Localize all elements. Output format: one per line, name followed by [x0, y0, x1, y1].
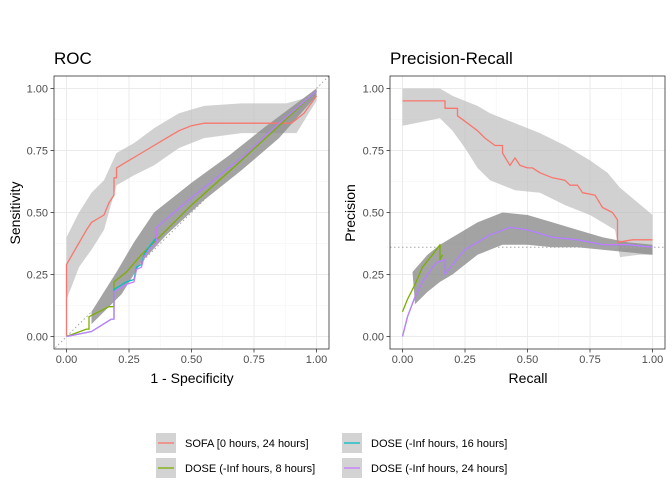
roc-y-tick-label: 1.00 [27, 84, 48, 96]
pr-y-axis-title: Precision [342, 184, 358, 242]
legend: SOFA [0 hours, 24 hours] DOSE (-Inf hour… [156, 433, 507, 478]
roc-panel: ROC 0.00 0.25 0.50 0.75 1.00 0.00 0.25 0.50 0.75… [7, 49, 330, 386]
legend-label-dose-24h: DOSE (-Inf hours, 24 hours] [371, 463, 507, 475]
legend-label-dose-8h: DOSE (-Inf hours, 8 hours] [185, 463, 315, 475]
roc-y-tick-label: 0.25 [27, 270, 48, 282]
roc-y-axis-title: Sensitivity [7, 181, 23, 244]
roc-plot-layer [54, 76, 329, 349]
roc-reference-line [54, 76, 329, 349]
roc-line-dose-inf-hours-24-hours [66, 90, 317, 338]
roc-y-tick-label: 0.00 [27, 332, 48, 344]
pr-line-dose-inf-hours-24-hours [401, 226, 653, 337]
legend-label-dose-16h: DOSE (-Inf hours, 16 hours] [371, 438, 507, 450]
pr-line-dose-inf-hours-8-hours [401, 244, 444, 312]
pr-x-tick-label: 0.00 [392, 354, 413, 366]
pr-band-dose [412, 212, 653, 305]
pr-x-axis-title: Recall [509, 370, 548, 386]
pr-y-tick-label: 0.75 [363, 146, 384, 158]
legend-item-dose-24h: DOSE (-Inf hours, 24 hours] [342, 458, 507, 478]
roc-y-tick-label: 0.50 [27, 208, 48, 220]
pr-x-tick-label: 0.75 [579, 354, 600, 366]
pr-line-sofa-0-hours-24-hours [402, 100, 653, 243]
roc-x-tick-label: 0.25 [118, 354, 139, 366]
pr-x-tick-label: 0.25 [454, 354, 475, 366]
roc-x-tick-label: 0.50 [181, 354, 202, 366]
pr-plot-area: 0.00 0.25 0.50 0.75 1.00 0.00 0.25 0.50 0.75 1.00 [363, 75, 666, 366]
legend-label-sofa: SOFA [0 hours, 24 hours] [185, 438, 309, 450]
roc-y-tick-label: 0.75 [27, 146, 48, 158]
pr-band-sofa-0-hours-24-hours [402, 88, 653, 258]
pr-y-tick-label: 1.00 [363, 84, 384, 96]
pr-title: Precision-Recall [390, 49, 513, 68]
pr-y-tick-label: 0.25 [363, 270, 384, 282]
pr-x-tick-label: 0.50 [517, 354, 538, 366]
roc-line-dose-inf-hours-8-hours [66, 90, 317, 338]
roc-title: ROC [54, 49, 92, 68]
pr-plot-layer [390, 88, 665, 337]
roc-x-axis-title: 1 - Specificity [150, 370, 233, 386]
roc-x-tick-label: 0.75 [243, 354, 264, 366]
pr-y-tick-label: 0.50 [363, 208, 384, 220]
legend-item-dose-16h: DOSE (-Inf hours, 16 hours] [342, 433, 507, 453]
roc-line-sofa-0-hours-24-hours [65, 95, 318, 337]
pr-panel: Precision-Recall 0.00 0.25 0.50 0.75 1.000.0… [342, 49, 666, 386]
roc-x-tick-label: 0.00 [56, 354, 77, 366]
roc-band-dose [91, 88, 317, 325]
roc-x-tick-label: 1.00 [306, 354, 327, 366]
pr-y-tick-label: 0.00 [363, 332, 384, 344]
roc-plot-area: 0.00 0.25 0.50 0.75 1.00 0.00 0.25 0.50 0.75 1.00 [27, 75, 330, 366]
pr-x-tick-label: 1.00 [642, 354, 663, 366]
legend-item-dose-8h: DOSE (-Inf hours, 8 hours] [156, 458, 315, 478]
legend-item-sofa: SOFA [0 hours, 24 hours] [156, 433, 309, 453]
